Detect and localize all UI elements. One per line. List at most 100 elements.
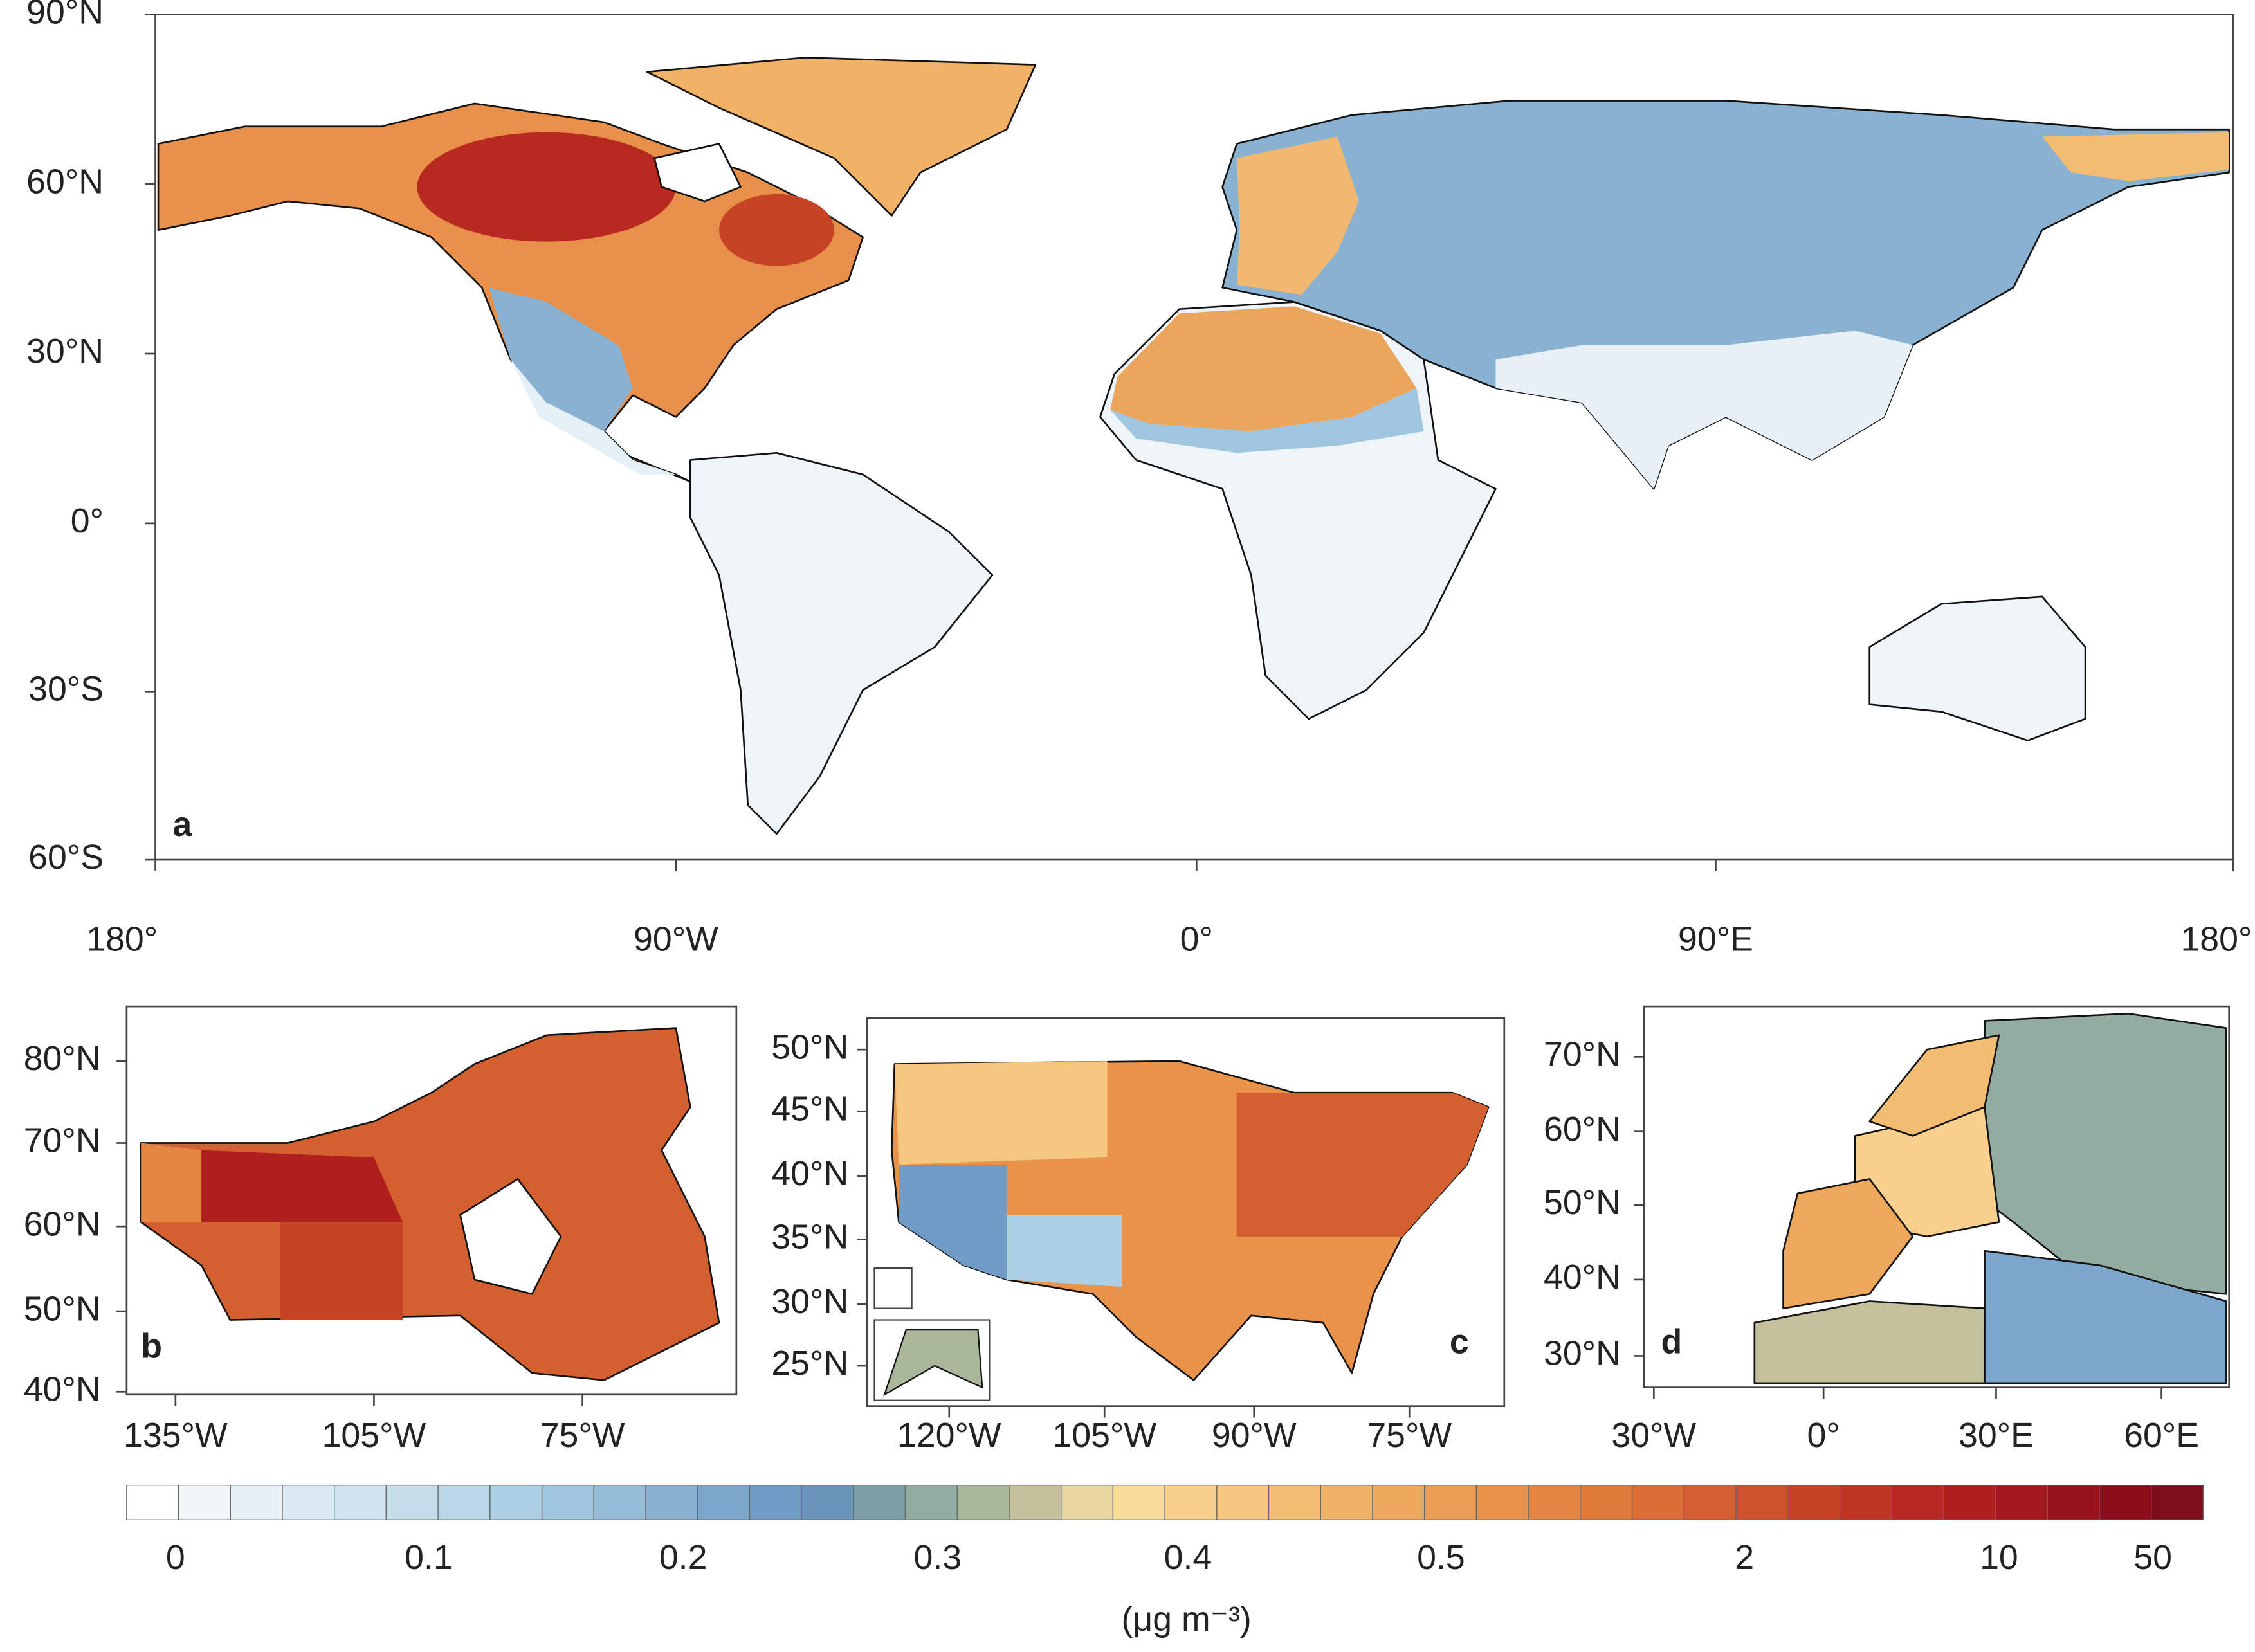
alaska-inset xyxy=(873,1319,991,1401)
south-america xyxy=(689,451,994,835)
colorbar-cell xyxy=(334,1484,387,1520)
colorbar-cell xyxy=(1891,1484,1944,1520)
panel-d-map xyxy=(1643,1005,2231,1388)
colorbar-cell xyxy=(1475,1484,1529,1520)
colorbar-cell xyxy=(1061,1484,1114,1520)
colorbar-cell xyxy=(749,1484,802,1520)
western-europe xyxy=(1782,1178,1914,1309)
lon-tick-label: 90°W xyxy=(1212,1416,1297,1455)
middle-east xyxy=(1984,1249,2227,1384)
colorbar-tick-label: 0.1 xyxy=(405,1538,453,1577)
colorbar-cell xyxy=(1320,1484,1373,1520)
lon-tick-label: 75°W xyxy=(540,1416,625,1455)
lat-tick-label: 90°N xyxy=(26,0,104,32)
lat-tick-label: 30°N xyxy=(771,1282,848,1321)
hawaii-inset xyxy=(873,1267,913,1309)
north-africa xyxy=(1753,1300,1986,1384)
mexico xyxy=(510,359,676,475)
south-asia xyxy=(1495,331,1913,489)
australia xyxy=(1868,595,2086,741)
lon-tick-label: 120°W xyxy=(897,1416,1001,1455)
lon-tick-label: 60°E xyxy=(2124,1416,2199,1455)
colorbar-cell xyxy=(1683,1484,1737,1520)
lat-tick-label: 60°N xyxy=(1544,1110,1621,1148)
lon-tick-label: 105°W xyxy=(1052,1416,1156,1455)
canada-region xyxy=(201,1150,403,1222)
colorbar-cell xyxy=(1839,1484,1892,1520)
lat-tick-label: 0° xyxy=(71,502,104,540)
colorbar-cell xyxy=(1112,1484,1165,1520)
colorbar-cell xyxy=(1631,1484,1684,1520)
colorbar-cell xyxy=(2099,1484,2152,1520)
lat-tick-label: 80°N xyxy=(24,1039,101,1078)
greenland xyxy=(646,57,1037,217)
sahel xyxy=(1110,388,1424,453)
colorbar-cell xyxy=(645,1484,698,1520)
lat-tick-label: 30°S xyxy=(28,670,104,709)
colorbar-cell xyxy=(282,1484,335,1520)
lon-tick-label: 0° xyxy=(1180,920,1213,959)
alaska xyxy=(883,1329,983,1397)
colorbar-tick-label: 0.4 xyxy=(1164,1538,1212,1577)
colorbar-unit: (μg m⁻³) xyxy=(1122,1600,1252,1638)
panel-frame xyxy=(125,1005,738,1396)
colorbar-tick-label: 0 xyxy=(166,1538,185,1577)
lat-tick-label: 70°N xyxy=(24,1121,101,1160)
colorbar-tick-label: 50 xyxy=(2133,1538,2172,1577)
colorbar-tick-label: 0.2 xyxy=(659,1538,708,1577)
canada-region xyxy=(141,1143,216,1222)
colorbar-cell xyxy=(593,1484,646,1520)
lon-tick-label: 180° xyxy=(86,920,158,959)
colorbar-cell xyxy=(1528,1484,1581,1520)
panel-c-map xyxy=(866,1017,1506,1408)
lat-tick-label: 50°N xyxy=(771,1028,848,1066)
colorbar-cell xyxy=(1995,1484,2048,1520)
us-southwest xyxy=(1007,1215,1122,1287)
panel-letter: a xyxy=(172,805,192,844)
colorbar-cell xyxy=(2047,1484,2100,1520)
canada-region xyxy=(280,1222,403,1320)
lat-tick-label: 30°N xyxy=(26,332,104,370)
lat-tick-label: 60°S xyxy=(28,838,104,876)
scandinavia xyxy=(1868,1034,2000,1137)
panel-frame xyxy=(1643,1005,2231,1388)
us-west xyxy=(489,287,633,431)
lon-tick-label: 30°W xyxy=(1611,1416,1696,1455)
colorbar-tick-label: 0.5 xyxy=(1417,1538,1465,1577)
colorbar-cell xyxy=(697,1484,751,1520)
colorbar-cell xyxy=(1164,1484,1218,1520)
lon-tick-label: 180° xyxy=(2180,920,2252,959)
panel-letter: d xyxy=(1661,1323,1683,1361)
lat-tick-label: 40°N xyxy=(1544,1258,1621,1296)
colorbar-cell xyxy=(230,1484,283,1520)
sahara xyxy=(1110,306,1417,431)
panel-b-map xyxy=(125,1005,738,1396)
us-southwest xyxy=(899,1165,1007,1280)
lat-tick-label: 60°N xyxy=(24,1204,101,1243)
lat-tick-label: 40°N xyxy=(771,1154,848,1193)
lat-tick-label: 50°N xyxy=(1544,1183,1621,1222)
lat-tick-label: 60°N xyxy=(26,162,104,201)
lat-tick-label: 25°N xyxy=(771,1344,848,1383)
panel-frame xyxy=(154,14,2234,861)
colorbar-cell xyxy=(2151,1484,2204,1520)
colorbar-cell xyxy=(1787,1484,1841,1520)
colorbar-cell xyxy=(904,1484,958,1520)
colorbar-cell xyxy=(853,1484,906,1520)
lat-tick-label: 45°N xyxy=(771,1089,848,1128)
us-northeast xyxy=(1236,1093,1489,1237)
colorbar-cell xyxy=(801,1484,854,1520)
colorbar-cell xyxy=(126,1484,179,1520)
colorbar-tick-label: 10 xyxy=(1980,1538,2018,1577)
panel-letter: b xyxy=(141,1327,162,1365)
colorbar-cell xyxy=(541,1484,594,1520)
colorbar-cell xyxy=(489,1484,543,1520)
colorbar-cell xyxy=(385,1484,439,1520)
lon-tick-label: 135°W xyxy=(123,1416,228,1455)
colorbar-tick-label: 2 xyxy=(1735,1538,1754,1577)
colorbar-cell xyxy=(1372,1484,1425,1520)
lat-tick-label: 30°N xyxy=(1544,1334,1621,1373)
colorbar-cell xyxy=(1268,1484,1321,1520)
colorbar-cell xyxy=(1580,1484,1633,1520)
